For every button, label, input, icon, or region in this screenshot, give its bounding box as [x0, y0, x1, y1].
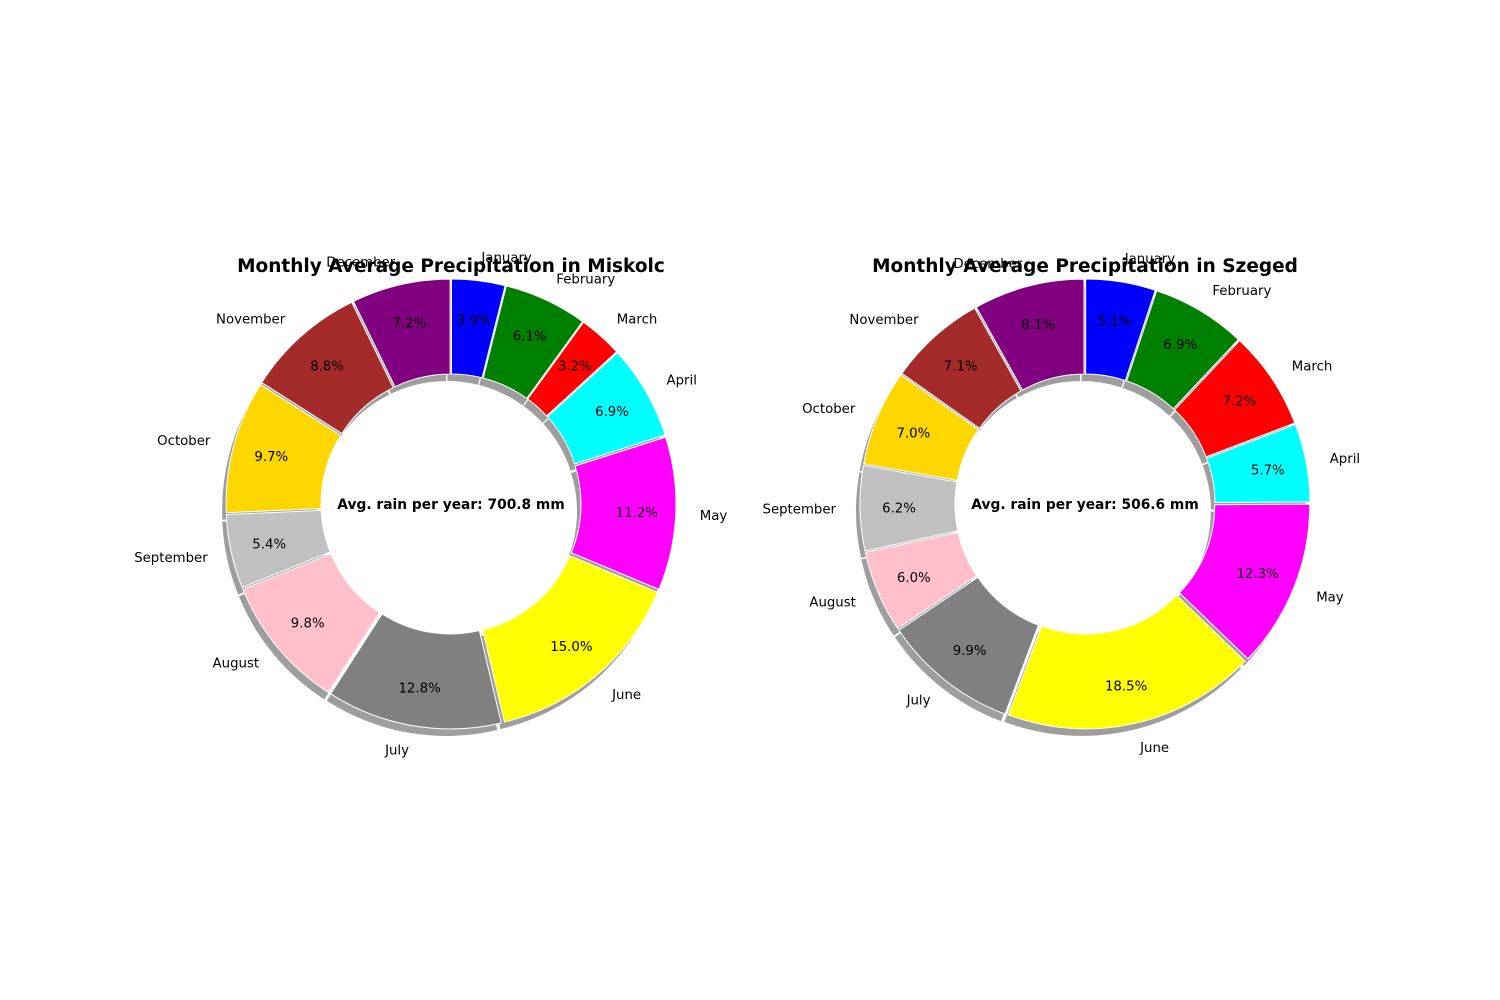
- percent-label-august: 9.8%: [291, 617, 325, 632]
- month-label-november: November: [216, 312, 286, 327]
- center-annotation: Avg. rain per year: 700.8 mm: [337, 497, 564, 513]
- slice-april: [546, 352, 666, 465]
- month-label-november: November: [849, 313, 919, 328]
- percent-label-may: 12.3%: [1237, 567, 1279, 582]
- percent-label-march: 3.2%: [558, 359, 592, 374]
- percent-label-january: 5.1%: [1098, 314, 1132, 329]
- month-label-december: December: [953, 257, 1022, 272]
- percent-label-january: 3.9%: [457, 313, 491, 328]
- slice-january: [1085, 278, 1156, 382]
- slice-august: [242, 553, 381, 694]
- percent-label-december: 8.1%: [1021, 318, 1055, 333]
- month-label-september: September: [763, 503, 837, 518]
- month-label-february: February: [556, 272, 615, 287]
- percent-labels: 3.9% 6.1% 3.2% 6.9% 11.2% 15.0% 12.8% 9.8% 5.4% 9…: [252, 313, 658, 696]
- percent-labels: 5.1% 6.9% 7.2% 5.7% 12.3% 18.5% 9.9% 6.0% 6.2% 7.…: [882, 314, 1285, 694]
- percent-label-may: 11.2%: [616, 506, 658, 521]
- slice-february: [482, 285, 584, 400]
- percent-label-october: 9.7%: [254, 450, 288, 465]
- slice-june: [1007, 594, 1246, 730]
- month-label-june: June: [611, 688, 641, 703]
- slice-april: [1206, 423, 1311, 503]
- slice-july: [898, 576, 1039, 715]
- percent-label-november: 8.8%: [310, 359, 344, 374]
- percent-label-september: 6.2%: [882, 502, 916, 517]
- slice-september: [859, 464, 959, 552]
- month-label-january: January: [1124, 252, 1176, 267]
- miskolc-chart: Monthly Average Precipitation in Miskolc…: [134, 251, 727, 759]
- chart-title: Monthly Average Precipitation in Szeged: [872, 256, 1298, 277]
- month-label-october: October: [802, 402, 856, 417]
- slices: [859, 278, 1311, 730]
- month-label-march: March: [1292, 359, 1333, 374]
- szeged-chart: Monthly Average Precipitation in Szeged …: [763, 252, 1361, 756]
- slice-march: [1173, 339, 1296, 458]
- slice-october: [863, 374, 980, 481]
- slice-june: [482, 554, 659, 723]
- center-annotation: Avg. rain per year: 506.6 mm: [971, 497, 1198, 513]
- percent-label-february: 6.1%: [513, 330, 547, 345]
- month-label-may: May: [1316, 590, 1344, 605]
- month-label-october: October: [157, 434, 211, 449]
- percent-label-march: 7.2%: [1223, 394, 1257, 409]
- month-label-december: December: [326, 255, 395, 270]
- percent-label-february: 6.9%: [1163, 338, 1197, 353]
- chart-title: Monthly Average Precipitation in Miskolc: [237, 256, 665, 277]
- slice-september: [225, 509, 331, 589]
- month-label-july: July: [906, 693, 931, 708]
- percent-label-july: 9.9%: [953, 644, 987, 659]
- slice-may: [1178, 503, 1311, 660]
- percent-label-august: 6.0%: [897, 571, 931, 586]
- month-labels: January February March April May June July Augu…: [763, 252, 1361, 756]
- slice-february: [1126, 290, 1240, 410]
- percent-label-september: 5.4%: [252, 537, 286, 552]
- slice-december: [352, 278, 451, 388]
- month-label-february: February: [1212, 284, 1271, 299]
- slice-march: [527, 321, 618, 417]
- slice-november: [901, 307, 1022, 429]
- month-label-april: April: [1330, 452, 1360, 467]
- slices: [225, 278, 677, 730]
- slice-may: [570, 436, 677, 591]
- month-label-september: September: [134, 551, 208, 566]
- month-label-may: May: [700, 509, 728, 524]
- percent-label-april: 5.7%: [1251, 464, 1285, 479]
- slice-january: [450, 278, 506, 379]
- month-label-august: August: [213, 657, 260, 672]
- slice-december: [975, 278, 1085, 391]
- percent-label-april: 6.9%: [595, 405, 629, 420]
- slice-october: [225, 383, 342, 514]
- percent-label-november: 7.1%: [944, 360, 978, 375]
- slice-august: [864, 531, 978, 630]
- month-label-march: March: [617, 312, 658, 327]
- month-label-january: January: [480, 251, 532, 266]
- month-label-august: August: [809, 596, 856, 611]
- percent-label-december: 7.2%: [392, 317, 426, 332]
- percent-label-july: 12.8%: [398, 681, 440, 696]
- percent-label-october: 7.0%: [897, 426, 931, 441]
- slice-november: [261, 301, 394, 435]
- month-label-july: July: [384, 743, 409, 758]
- month-label-june: June: [1139, 741, 1169, 756]
- month-labels: January February March April May June July Augu…: [134, 251, 727, 759]
- month-label-april: April: [667, 373, 697, 388]
- percent-label-june: 15.0%: [550, 640, 592, 655]
- slice-july: [330, 613, 502, 730]
- percent-label-june: 18.5%: [1105, 679, 1147, 694]
